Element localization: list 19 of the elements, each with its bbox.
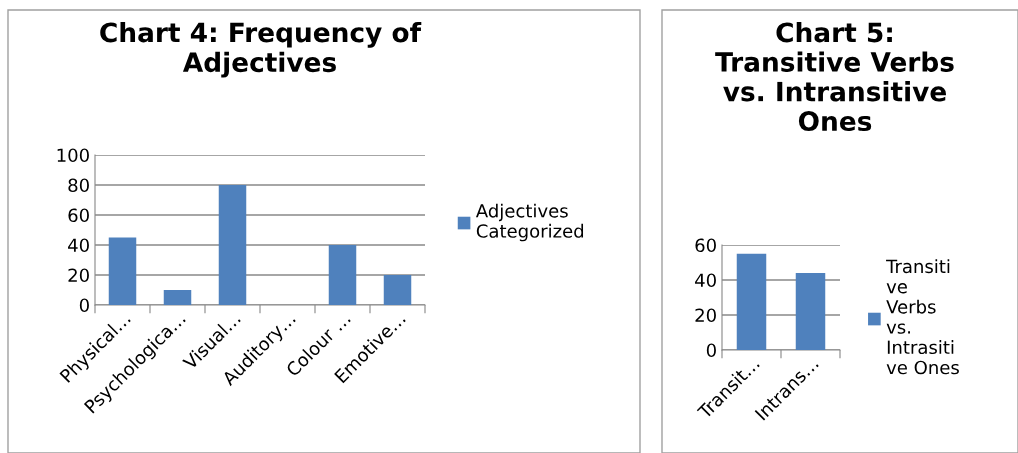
legend-label: Transiti ve Verbs vs. Intrasiti ve Ones	[886, 259, 959, 375]
bar	[218, 185, 247, 305]
chart-title: Chart 5: Transitive Verbs vs. Intransitive Ones	[715, 22, 954, 132]
bar	[163, 290, 192, 305]
bar	[108, 237, 137, 305]
bar	[328, 245, 357, 305]
y-tick-label: 20	[695, 308, 716, 323]
chart-title: Chart 4: Frequency of Adjectives	[100, 22, 422, 78]
y-tick-label: 20	[68, 268, 89, 283]
y-tick-label: 0	[706, 343, 716, 358]
y-tick-label: 40	[695, 273, 716, 288]
y-tick-label: 80	[68, 178, 89, 193]
y-tick-label: 60	[695, 238, 716, 253]
y-tick-label: 40	[68, 238, 89, 253]
y-tick-label: 60	[68, 208, 89, 223]
y-tick-label: 0	[79, 298, 89, 313]
legend-label: Adjectives Categorized	[475, 203, 584, 242]
bar	[383, 275, 412, 305]
y-tick-label: 100	[57, 148, 89, 163]
